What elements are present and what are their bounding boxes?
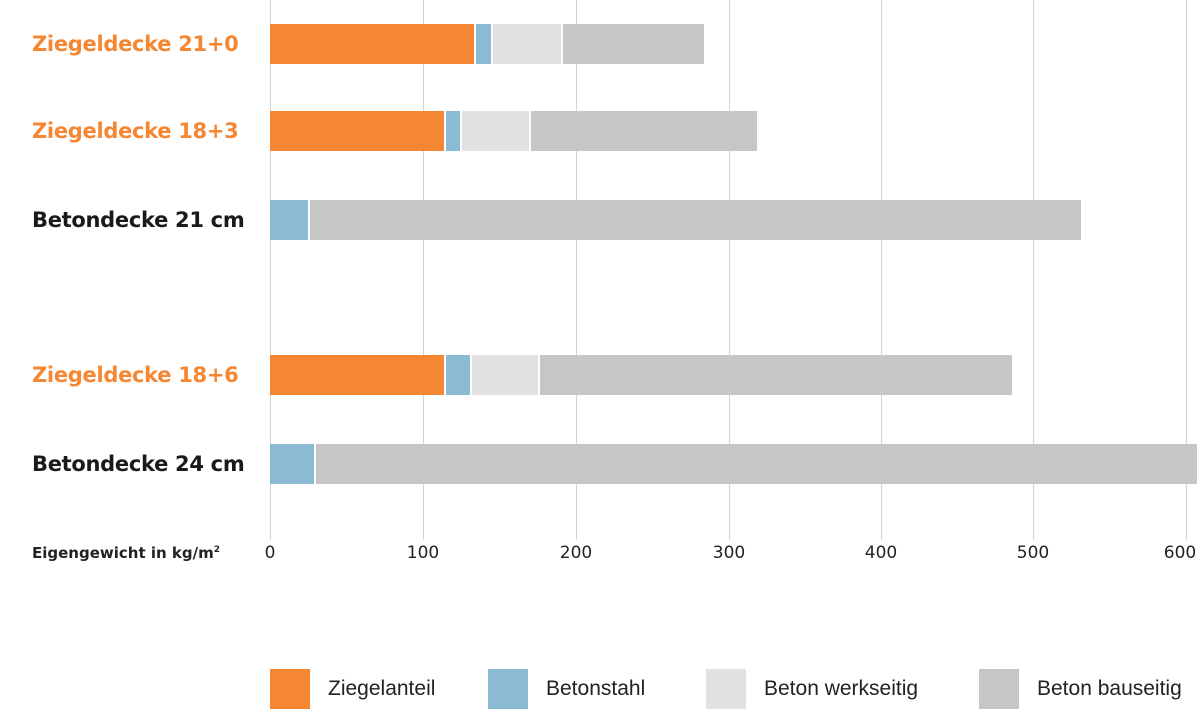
category-label: Betondecke 24 cm xyxy=(32,452,245,476)
legend-swatch xyxy=(979,669,1019,709)
bar-segment-beton-werkseitig xyxy=(462,111,532,151)
legend-label: Betonstahl xyxy=(546,677,646,700)
bar-segment-betonstahl xyxy=(445,111,463,151)
bar-ziegeldecke-21-0 xyxy=(270,24,704,64)
category-label: Ziegeldecke 21+0 xyxy=(32,32,239,56)
bar-segment-beton-bauseitig xyxy=(531,111,757,151)
bar-segment-betonstahl xyxy=(270,200,310,240)
legend-label: Ziegelanteil xyxy=(328,677,436,700)
legend-label: Beton bauseitig xyxy=(1037,677,1182,700)
x-tick: 300 xyxy=(712,543,746,563)
legend-item-beton-werkseitig: Beton werkseitig xyxy=(706,669,918,709)
gridline-600 xyxy=(1186,0,1187,540)
category-label: Ziegeldecke 18+3 xyxy=(32,119,239,143)
bar-segment-betonstahl xyxy=(476,24,493,64)
x-tick: 100 xyxy=(406,543,440,563)
legend-label: Beton werkseitig xyxy=(764,677,919,700)
gridline-500 xyxy=(1033,0,1034,540)
category-label: Ziegeldecke 18+6 xyxy=(32,363,239,387)
gridline-400 xyxy=(881,0,882,540)
gridline-200 xyxy=(576,0,577,540)
legend-swatch xyxy=(270,669,310,709)
legend-swatch xyxy=(706,669,746,709)
x-tick: 500 xyxy=(1016,543,1050,563)
bar-segment-beton-bauseitig xyxy=(309,200,1081,240)
x-tick: 400 xyxy=(864,543,898,563)
bar-segment-beton-bauseitig xyxy=(540,355,1012,395)
x-tick: 200 xyxy=(559,543,593,563)
gridline-100 xyxy=(423,0,424,540)
x-tick: 600 xyxy=(1163,543,1197,563)
bar-segment-beton-werkseitig xyxy=(471,355,541,395)
bar-segment-betonstahl xyxy=(445,355,472,395)
legend-item-ziegelanteil: Ziegelanteil xyxy=(270,669,435,709)
gridline-0 xyxy=(270,0,271,540)
bar-ziegeldecke-18-6 xyxy=(270,355,1012,395)
bar-betondecke-24 xyxy=(270,444,1197,484)
gridline-300 xyxy=(729,0,730,540)
x-tick: 0 xyxy=(264,543,276,563)
bar-segment-ziegelanteil xyxy=(270,355,446,395)
bar-ziegeldecke-18-3 xyxy=(270,111,757,151)
bar-segment-betonstahl xyxy=(270,444,316,484)
x-axis-title: Eigengewicht in kg/m2 xyxy=(32,544,220,562)
bar-segment-beton-werkseitig xyxy=(492,24,564,64)
bar-betondecke-21 xyxy=(270,200,1081,240)
legend-item-betonstahl: Betonstahl xyxy=(488,669,645,709)
bar-segment-beton-bauseitig xyxy=(563,24,704,64)
bar-segment-beton-bauseitig xyxy=(315,444,1197,484)
bar-segment-ziegelanteil xyxy=(270,24,477,64)
legend-item-beton-bauseitig: Beton bauseitig xyxy=(979,669,1182,709)
legend-swatch xyxy=(488,669,528,709)
category-label: Betondecke 21 cm xyxy=(32,208,245,232)
bar-segment-ziegelanteil xyxy=(270,111,446,151)
